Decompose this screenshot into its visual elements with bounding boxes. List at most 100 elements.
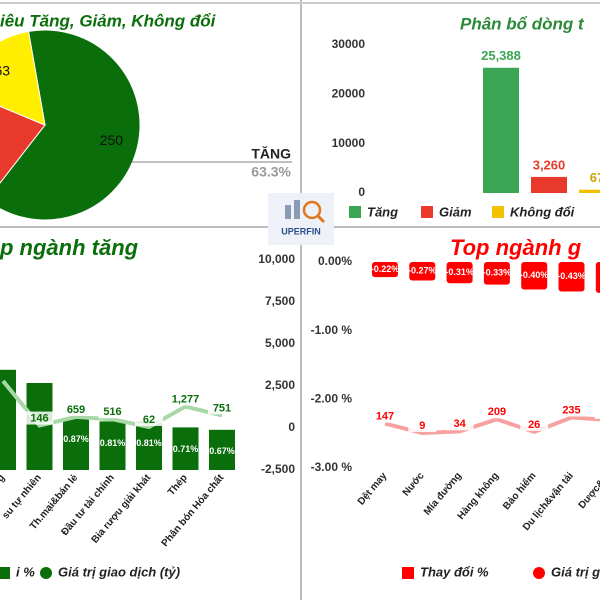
bar <box>531 176 567 193</box>
data-label: -0.33% <box>483 268 512 278</box>
line <box>384 415 600 436</box>
y-tick-label: -1.00 % <box>311 323 353 337</box>
y2-tick-label: 7,500 <box>265 294 295 308</box>
data-label: 235 <box>562 404 580 416</box>
data-label: 62 <box>143 414 155 426</box>
legend-swatch <box>421 206 433 218</box>
data-label: 209 <box>488 406 506 418</box>
logo-icon <box>316 214 326 224</box>
label-box <box>482 405 511 419</box>
annotation: TĂNG <box>251 146 291 162</box>
chart-title: iêu Tăng, Giảm, Không đổi <box>0 11 217 30</box>
data-label: 63 <box>0 62 10 78</box>
label-box <box>557 403 586 417</box>
bar <box>99 421 126 470</box>
label-box <box>445 417 474 431</box>
data-label: 9 <box>419 420 425 432</box>
data-label: 3,260 <box>533 157 566 172</box>
label-box <box>171 392 200 406</box>
label-box <box>408 419 437 433</box>
bar <box>483 262 510 285</box>
legend-swatch <box>40 567 52 579</box>
y2-tick-label: 5,000 <box>265 336 295 350</box>
chart-title: Phân bổ dòng t <box>460 14 585 33</box>
y-tick-label: -3.00 % <box>311 460 353 474</box>
logo-icon <box>302 200 322 220</box>
data-label: -0.22% <box>371 264 400 274</box>
data-label: 0.71% <box>173 444 199 454</box>
data-label: 25,388 <box>481 48 521 63</box>
data-label: -0.40% <box>520 270 549 280</box>
label-box <box>98 405 127 419</box>
y-tick-label: -2.00 % <box>311 392 353 406</box>
bar <box>172 427 199 470</box>
data-label: 751 <box>213 402 231 414</box>
y-tick-label: 30000 <box>332 37 366 51</box>
data-label: 34 <box>453 418 466 430</box>
bar <box>595 262 600 293</box>
bar <box>63 417 89 470</box>
line <box>1 379 223 430</box>
chart-title: Top ngành g <box>450 235 582 260</box>
bar <box>136 421 162 470</box>
data-label: 0.67% <box>209 446 235 456</box>
legend-swatch <box>492 206 504 218</box>
y2-tick-label: 0 <box>288 420 295 434</box>
data-label: 0.81% <box>100 438 126 448</box>
data-label: 659 <box>67 404 85 416</box>
logo-icon <box>294 200 300 219</box>
legend-label: Giá trị giao dịch (tỷ) <box>58 564 180 579</box>
y-tick-label: 20000 <box>332 87 366 101</box>
pie-slice <box>0 105 46 184</box>
data-label: 146 <box>30 412 48 424</box>
legend-label: i % <box>16 564 35 579</box>
label-box <box>208 401 236 415</box>
logo-text: UPERFIN <box>281 226 321 236</box>
data-label: 0.81% <box>136 438 162 448</box>
bar <box>209 429 235 470</box>
legend-swatch <box>349 206 361 218</box>
x-tick-label: g <box>0 473 7 485</box>
y-tick-label: 0 <box>358 185 365 199</box>
data-label: 67 <box>590 170 600 185</box>
legend-swatch <box>533 567 545 579</box>
label-box <box>135 412 163 426</box>
annotation: 63.3% <box>251 164 291 180</box>
bar <box>483 67 519 193</box>
data-label: -0.31% <box>445 267 474 277</box>
label-box <box>371 409 399 423</box>
data-label: 26 <box>528 419 540 431</box>
legend-label: Giảm <box>439 204 472 219</box>
data-label: 0.87% <box>63 434 89 444</box>
label-box <box>594 405 600 419</box>
bar <box>372 262 398 278</box>
legend-label: Không đổi <box>510 204 575 219</box>
logo-box <box>268 193 334 245</box>
chart-title: p ngành tăng <box>0 235 139 260</box>
data-label: -0.27% <box>408 266 437 276</box>
bar <box>579 189 600 193</box>
y2-tick-label: -2,500 <box>261 462 295 476</box>
y2-tick-label: 10,000 <box>258 252 295 266</box>
bar <box>409 262 436 281</box>
data-label: 516 <box>103 406 121 418</box>
label-box <box>25 411 54 425</box>
data-label: 147 <box>376 410 394 422</box>
legend-swatch <box>402 567 414 579</box>
pie-slice <box>0 29 141 221</box>
bar <box>558 262 585 292</box>
legend-label: Tăng <box>367 204 398 219</box>
logo: UPERFIN <box>268 193 334 245</box>
y-tick-label: 0.00% <box>318 254 352 268</box>
pie-slice <box>0 30 46 126</box>
y2-tick-label: 2,500 <box>265 378 295 392</box>
legend-swatch <box>0 567 10 579</box>
data-label: 1,277 <box>172 393 200 405</box>
logo-icon <box>285 205 291 219</box>
bar <box>521 262 548 290</box>
legend-label: Thay đổi % <box>420 564 489 579</box>
legend-label: Giá trị gia <box>551 564 600 579</box>
label-box <box>62 402 90 416</box>
bar <box>446 262 473 284</box>
